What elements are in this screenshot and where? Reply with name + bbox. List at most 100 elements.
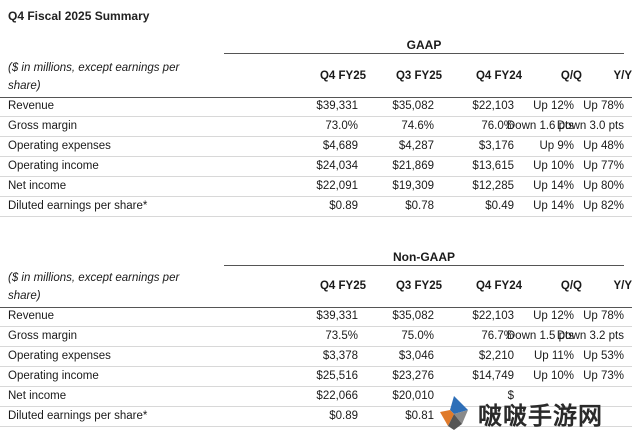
cell-q4fy24: $22,103 [472,100,514,112]
cell-q3fy25: $35,082 [392,310,434,322]
gaap-table-row: Revenue $39,331 $35,082 $22,103 Up 12% Up 78% [0,97,632,117]
gaap-table-row: Net income $22,091 $19,309 $12,285 Up 14% Up … [0,177,632,197]
nongaap-col-q4fy25: Q4 FY25 [319,280,366,292]
cell-q4fy25: $22,091 [316,180,358,192]
cell-q4fy24: $2,210 [478,350,514,362]
gaap-table-row: Gross margin 73.0% 74.6% 76.0% Down 1.6 pts D… [0,117,632,137]
nongaap-col-q4fy24: Q4 FY24 [475,280,522,292]
cell-q4fy24: $14,749 [472,370,514,382]
page-title: Q4 Fiscal 2025 Summary [8,9,150,23]
gaap-units-note: ($ in millions, except earnings per shar… [8,62,180,92]
nongaap-column-header: ($ in millions, except earnings per shar… [0,268,640,308]
nongaap-table-row: Operating income $25,516 $23,276 $14,749 Up … [0,367,632,387]
cell-q4fy24: $ [507,390,514,402]
nongaap-heading-text: Non-GAAP [393,250,455,264]
gaap-column-header: ($ in millions, except earnings per shar… [0,58,640,98]
nongaap-col-q3fy25: Q3 FY25 [395,280,442,292]
nongaap-col-qq: Q/Q [560,280,582,292]
row-label: Operating income [8,370,99,382]
row-label: Operating expenses [8,140,111,152]
cell-q4fy25: $25,516 [316,370,358,382]
gaap-table-row: Operating expenses $4,689 $4,287 $3,176 Up 9… [0,137,632,157]
gaap-heading-text: GAAP [406,38,442,52]
gaap-heading: GAAP [0,36,640,54]
gaap-table-row: Diluted earnings per share* $0.89 $0.78 $0.… [0,197,632,217]
cell-q3fy25: $0.78 [405,200,434,212]
nongaap-col-yy: Y/Y [613,280,632,292]
cell-q4fy25: $3,378 [322,350,358,362]
cell-qq: Down 1.6 pts [506,120,574,132]
cell-q3fy25: $23,276 [392,370,434,382]
cell-qq: Up 14% [533,200,574,212]
cell-qq: Up 9% [539,140,574,152]
cell-q4fy25: $0.89 [329,410,358,422]
row-label: Diluted earnings per share* [8,200,148,212]
nongaap-table-row: Diluted earnings per share* $0.89 $0.81 [0,407,632,427]
row-label: Net income [8,390,67,402]
watermark: 啵啵手游网 [434,390,634,434]
cell-q4fy24: 76.0% [481,120,514,132]
gaap-col-q4fy24: Q4 FY24 [475,70,522,82]
cell-q4fy24: $13,615 [472,160,514,172]
row-label: Net income [8,180,67,192]
nongaap-heading-rule [224,265,624,266]
gaap-col-q4fy25: Q4 FY25 [319,70,366,82]
row-label: Revenue [8,310,55,322]
cell-qq: Up 12% [533,100,574,112]
row-label: Diluted earnings per share* [8,410,148,422]
gaap-col-qq: Q/Q [560,70,582,82]
row-label: Gross margin [8,330,78,342]
nongaap-units-note: ($ in millions, except earnings per shar… [8,272,180,302]
gaap-col-q3fy25: Q3 FY25 [395,70,442,82]
cell-q4fy25: $39,331 [316,310,358,322]
cell-yy: Up 53% [583,350,624,362]
cell-q3fy25: $20,010 [392,390,434,402]
gaap-col-yy: Y/Y [613,70,632,82]
cell-q4fy24: $22,103 [472,310,514,322]
cell-q3fy25: 74.6% [401,120,434,132]
cell-qq: Down 1.5 pts [506,330,574,342]
gaap-header-rule [0,97,632,98]
cell-q4fy25: $0.89 [329,200,358,212]
cell-yy: Down 3.0 pts [556,120,624,132]
cell-q3fy25: $35,082 [392,100,434,112]
row-label: Gross margin [8,120,78,132]
cell-qq: Up 10% [533,370,574,382]
cell-q4fy25: 73.5% [325,330,358,342]
watermark-text: 啵啵手游网 [478,403,603,430]
cell-q4fy25: $22,066 [316,390,358,402]
nongaap-table-row: Operating expenses $3,378 $3,046 $2,210 Up 1… [0,347,632,367]
cell-q3fy25: $0.81 [405,410,434,422]
cell-qq: Up 14% [533,180,574,192]
nongaap-table-row: Revenue $39,331 $35,082 $22,103 Up 12% Up 78% [0,307,632,327]
cell-q4fy25: 73.0% [325,120,358,132]
cell-q3fy25: $4,287 [398,140,434,152]
nongaap-heading: Non-GAAP [0,248,640,266]
nongaap-header-rule [0,307,632,308]
cell-yy: Up 73% [583,370,624,382]
cell-q4fy24: $3,176 [478,140,514,152]
row-label: Revenue [8,100,55,112]
cell-q3fy25: 75.0% [401,330,434,342]
cell-yy: Down 3.2 pts [556,330,624,342]
cell-qq: Up 11% [533,350,574,362]
cell-q4fy24: $0.49 [485,200,514,212]
cell-q3fy25: $3,046 [398,350,434,362]
cell-yy: Up 77% [583,160,624,172]
cell-q4fy24: 76.7% [481,330,514,342]
cell-yy: Up 78% [583,100,624,112]
cell-q4fy25: $39,331 [316,100,358,112]
cell-q4fy25: $24,034 [316,160,358,172]
cell-q4fy25: $4,689 [322,140,358,152]
cell-yy: Up 82% [583,200,624,212]
cell-yy: Up 80% [583,180,624,192]
nongaap-table-row: Gross margin 73.5% 75.0% 76.7% Down 1.5 pts D… [0,327,632,347]
diamond-logo-icon [440,396,468,430]
nongaap-table-row: Net income $22,066 $20,010 $ [0,387,632,407]
cell-q3fy25: $19,309 [392,180,434,192]
row-label: Operating income [8,160,99,172]
cell-yy: Up 48% [583,140,624,152]
cell-qq: Up 10% [533,160,574,172]
cell-q4fy24: $12,285 [472,180,514,192]
cell-q3fy25: $21,869 [392,160,434,172]
